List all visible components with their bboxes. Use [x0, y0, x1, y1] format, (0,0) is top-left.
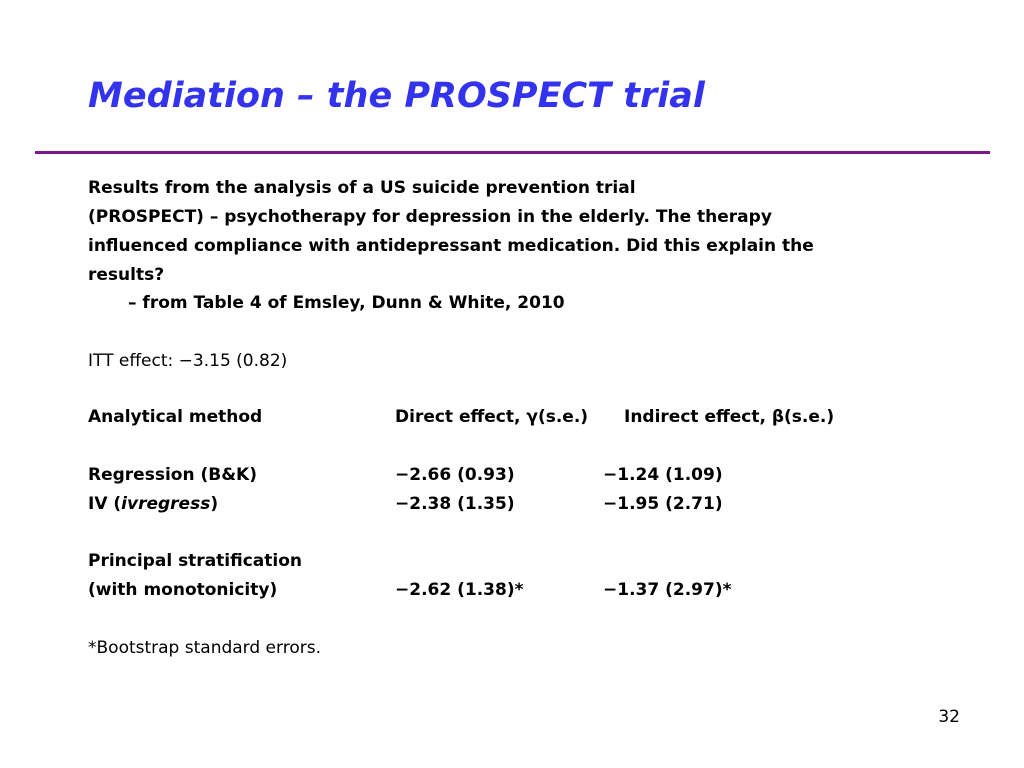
- row-indirect-effect: −1.37 (2.97)*: [603, 580, 732, 600]
- row-direct-effect: −2.62 (1.38)*: [395, 580, 524, 600]
- row-method-detail: (with monotonicity): [88, 580, 278, 600]
- header-indirect-effect: Indirect effect, β(s.e.): [624, 407, 835, 427]
- row-direct-effect: −2.38 (1.35): [395, 494, 515, 514]
- title-divider: [35, 151, 990, 154]
- itt-effect: ITT effect: −3.15 (0.82): [88, 351, 288, 371]
- page-number: 32: [938, 707, 960, 727]
- footnote: *Bootstrap standard errors.: [88, 638, 321, 658]
- row-indirect-effect: −1.24 (1.09): [603, 465, 723, 485]
- intro-line-2: (PROSPECT) – psychotherapy for depressio…: [88, 207, 772, 227]
- slide-title: Mediation – the PROSPECT trial: [88, 76, 705, 116]
- citation: – from Table 4 of Emsley, Dunn & White, …: [128, 293, 565, 313]
- row-direct-effect: −2.66 (0.93): [395, 465, 515, 485]
- header-direct-effect: Direct effect, γ(s.e.): [395, 407, 589, 427]
- row-method: Principal stratification: [88, 551, 303, 571]
- intro-line-1: Results from the analysis of a US suicid…: [88, 178, 636, 198]
- row-method: IV (ivregress): [88, 493, 218, 515]
- intro-line-4: results?: [88, 265, 165, 285]
- row-indirect-effect: −1.95 (2.71): [603, 494, 723, 514]
- row-method: Regression (B&K): [88, 464, 257, 486]
- header-method: Analytical method: [88, 407, 263, 427]
- method-suffix: ): [210, 494, 219, 514]
- method-command: ivregress: [121, 494, 211, 514]
- method-label: Regression (B&K): [88, 465, 257, 485]
- intro-line-3: influenced compliance with antidepressan…: [88, 236, 814, 256]
- method-label: IV (: [88, 494, 122, 514]
